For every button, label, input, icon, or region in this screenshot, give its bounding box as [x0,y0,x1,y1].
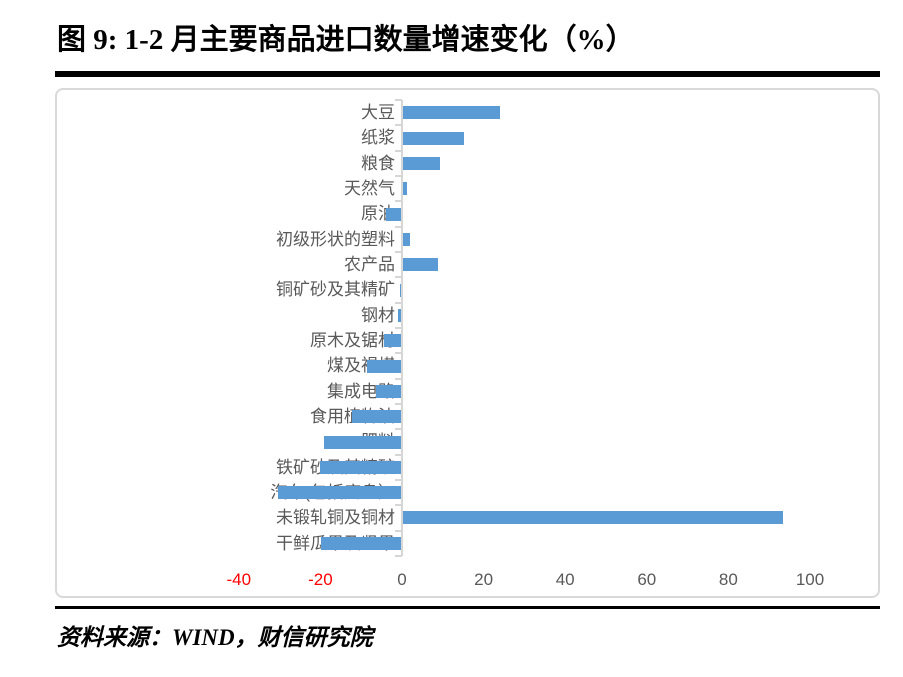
category-tick-mark [395,529,402,532]
category-label: 粮食 [361,153,395,173]
bar-chart: 大豆纸浆粮食天然气原油初级形状的塑料农产品铜矿砂及其精矿钢材原木及锯材煤及褐煤集… [55,88,880,598]
bar [402,232,411,246]
category-tick-mark [395,478,402,481]
x-tick-label: 0 [397,569,407,589]
bar [402,156,440,170]
category-label: 原油 [361,204,395,224]
category-tick-mark [395,149,402,152]
figure-title: 图 9: 1-2 月主要商品进口数量增速变化（%） [57,24,635,56]
bar [324,435,402,449]
x-tick-label: 100 [795,569,825,589]
category-label: 铜矿砂及其精矿 [276,280,395,300]
category-label: 天然气 [344,179,395,198]
bar [402,182,407,196]
category-tick-mark [395,99,402,101]
category-tick-mark [395,301,402,304]
x-tick-label: -40 [226,569,252,589]
category-tick-mark [395,453,402,456]
category-tick-mark [395,175,402,177]
category-label: 食用植物油 [57,404,395,429]
category-tick-mark [395,352,402,355]
x-tick-label: 20 [474,569,494,589]
x-tick-label: 60 [637,569,657,589]
bar [352,410,402,424]
x-tick-label: -20 [308,569,333,589]
category-label: 初级形状的塑料 [276,229,395,249]
category-tick-mark [395,276,402,279]
footer-divider [55,606,880,609]
bar [386,207,402,221]
bar [402,511,784,525]
category-tick-mark [395,504,402,507]
title-divider [55,71,880,77]
category-label: 集成电路 [327,381,395,401]
category-tick-mark [395,225,402,228]
bar [402,131,464,145]
source-note: 资料来源：WIND，财信研究院 [57,625,373,650]
category-tick-mark [395,428,402,431]
bar [398,308,402,322]
category-tick-mark [395,377,402,380]
bar [402,258,438,272]
category-tick-mark [395,124,402,127]
category-tick-mark [395,554,402,557]
value-axis-line [401,100,403,556]
bar [402,106,500,120]
bar [278,486,402,500]
category-label: 钢材 [361,305,395,325]
bar [320,460,402,474]
category-tick-mark [395,327,402,329]
category-label: 纸浆 [361,128,395,148]
category-label: 未锻轧铜及铜材 [276,508,395,528]
category-label: 煤及褐煤 [327,356,395,376]
bar [366,359,402,373]
category-tick-mark [395,251,402,253]
bar [383,334,402,348]
bar [320,536,402,550]
bar [375,384,402,398]
x-tick-label: 80 [718,569,738,589]
category-tick-mark [395,200,402,203]
category-label: 原木及锯材 [310,331,395,350]
category-label: 大豆 [361,103,395,122]
category-tick-mark [395,403,402,405]
category-label: 农产品 [344,255,395,274]
x-tick-label: 40 [555,569,575,589]
